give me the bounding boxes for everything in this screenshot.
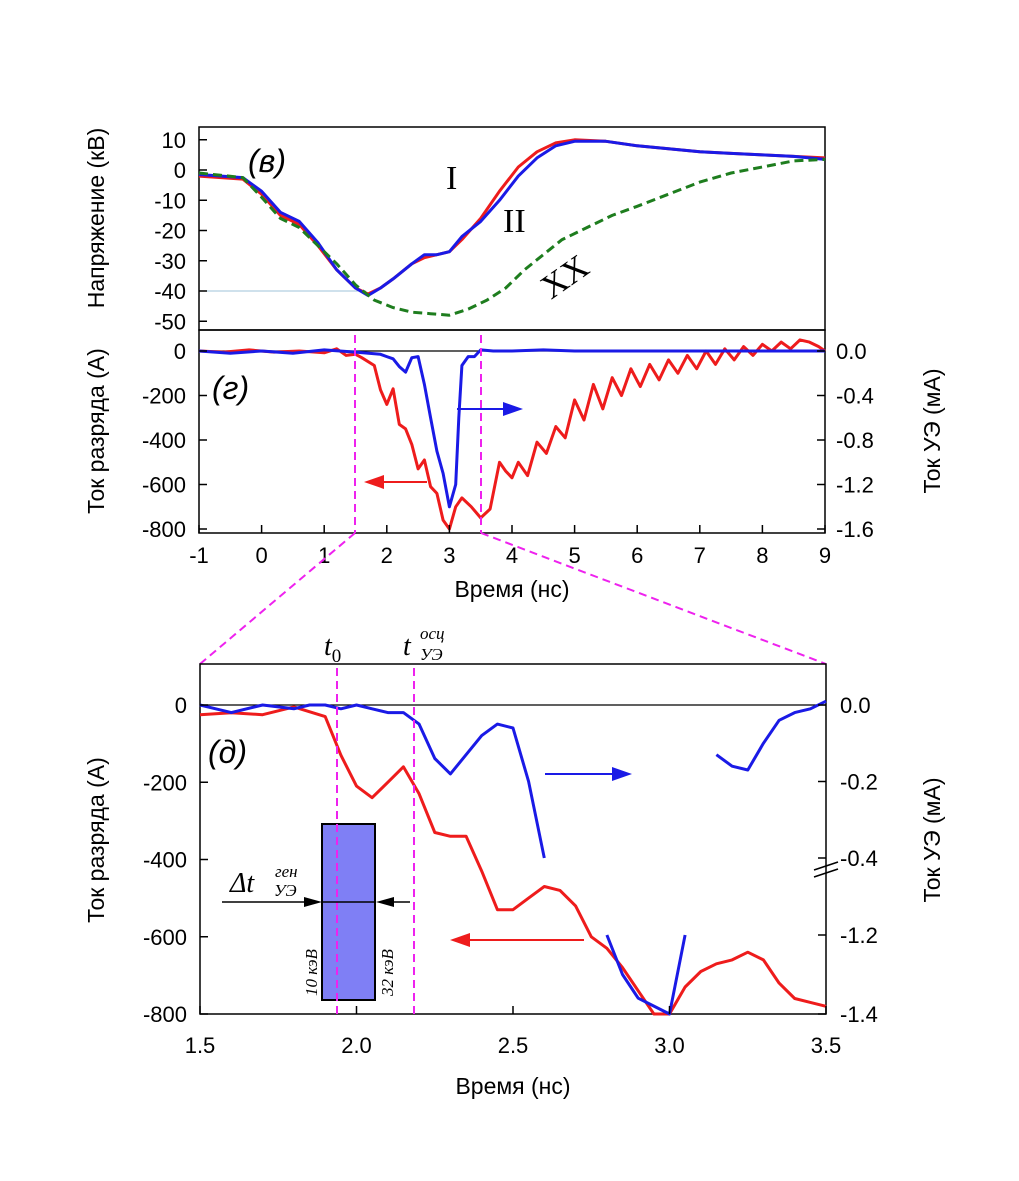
panel-g-ytick-right-label: -1.6 — [836, 517, 874, 542]
panel-g-xtick-label: 6 — [631, 543, 643, 568]
panel-g: 0 -200 -400 -600 -800 0.0 -0.4 -0.8 -1.2 -1.6 -1… — [83, 329, 945, 602]
panel-v-ytick-label: -40 — [154, 279, 186, 304]
series-XX-label: XX — [534, 248, 595, 306]
series-II-label: II — [503, 203, 526, 240]
blue-arrow-right — [457, 402, 523, 416]
tosc-sub: УЭ — [420, 645, 443, 664]
panel-v-ytick-label: 10 — [162, 128, 186, 153]
panel-g-xtick-label: 4 — [506, 543, 518, 568]
panel-d-ytick-label: -200 — [143, 770, 187, 795]
panel-d-ytick-label: -600 — [143, 925, 187, 950]
panel-d-ylabel: Ток разряда (А) — [83, 757, 109, 923]
panel-g-y-ticks: 0 -200 -400 -600 -800 — [142, 339, 207, 542]
dt-label: Δt — [229, 868, 255, 899]
dt-sub: УЭ — [274, 881, 297, 900]
panel-g-label: (г) — [212, 370, 249, 406]
panel-v-ylabel: Напряжение (кВ) — [83, 128, 109, 308]
generation-window-bar — [321, 823, 376, 1001]
panel-d-xlabel: Время (нс) — [455, 1073, 570, 1099]
panel-g-ylabel: Ток разряда (А) — [83, 348, 109, 514]
series-XX-line — [198, 157, 826, 317]
zoom-connector-right — [480, 532, 827, 665]
panel-g-blue-line — [198, 348, 825, 509]
panel-d-label: (д) — [208, 734, 247, 770]
panel-g-ytick-right-label: -1.2 — [836, 473, 874, 498]
panel-g-red-line — [198, 338, 826, 531]
panel-d: 10 кэВ 32 кэВ 0 -200 -400 -600 -800 0.0 -0.2 -… — [83, 624, 945, 1099]
panel-d-ytick-right-label: -1.2 — [840, 923, 878, 948]
panel-g-series — [198, 338, 826, 531]
panel-d-blue-line — [605, 934, 687, 1016]
series-I-label: I — [446, 160, 457, 197]
kev-high-label: 32 кэВ — [378, 949, 397, 997]
panel-d-red-line — [199, 705, 827, 1016]
zoom-connector-left — [199, 532, 356, 665]
panel-g-x-ticks: -1 0 1 2 3 4 5 6 7 8 9 — [189, 525, 831, 568]
panel-v-series — [198, 138, 826, 317]
panel-g-ytick-right-label: 0.0 — [836, 339, 867, 364]
panel-g-xtick-label: 1 — [318, 543, 330, 568]
panel-d-xtick-label: 2.5 — [498, 1033, 529, 1058]
tosc-label: t — [403, 631, 412, 662]
panel-v-label: (в) — [248, 143, 286, 179]
panel-d-frame — [199, 663, 827, 1015]
panel-g-xtick-label: 0 — [255, 543, 267, 568]
red-arrow-left-d — [450, 933, 584, 947]
panel-g-ytick-label: 0 — [174, 339, 186, 364]
panel-d-ylabel-right: Ток УЭ (мА) — [919, 778, 945, 903]
panel-d-x-ticks: 1.5 2.0 2.5 3.0 3.5 — [185, 1006, 842, 1058]
panel-v-ytick-label: 0 — [174, 158, 186, 183]
panel-v-y-ticks: 10 0 -10 -20 -30 -40 -50 — [154, 128, 207, 334]
panel-g-ytick-label: -400 — [142, 428, 186, 453]
panel-g-ytick-label: -600 — [142, 473, 186, 498]
kev-low-label: 10 кэВ — [302, 949, 321, 996]
panel-d-blue-line — [199, 703, 546, 859]
panel-g-ytick-right-label: -0.4 — [836, 384, 874, 409]
panel-d-ytick-label: -400 — [143, 848, 187, 873]
t0-label: t0 — [324, 631, 341, 667]
panel-g-frame — [198, 329, 826, 534]
tosc-sup: осц — [420, 624, 445, 643]
panel-d-ytick-label: 0 — [175, 693, 187, 718]
panel-d-series — [199, 699, 827, 1016]
panel-v-ytick-label: -20 — [154, 219, 186, 244]
dt-arrow-right — [376, 897, 410, 907]
panel-g-ytick-label: -200 — [142, 384, 186, 409]
panel-g-xtick-label: 2 — [381, 543, 393, 568]
axis-break-marks — [813, 861, 839, 878]
dt-sup: ген — [275, 862, 298, 881]
panel-g-ytick-label: -800 — [142, 517, 186, 542]
panel-g-xtick-label: 8 — [756, 543, 768, 568]
dt-arrow-left — [222, 897, 322, 907]
panel-g-ytick-right-label: -0.8 — [836, 428, 874, 453]
panel-g-xlabel: Время (нс) — [454, 576, 569, 602]
panel-v: 10 0 -10 -20 -30 -40 -50 (в) I II XX Напряжени… — [83, 126, 826, 334]
panel-g-xtick-label: 9 — [819, 543, 831, 568]
panel-d-y-ticks-right: 0.0 -0.2 -0.4 -1.2 -1.4 — [818, 693, 878, 1027]
panel-d-ytick-label: -800 — [143, 1002, 187, 1027]
panel-v-ytick-label: -30 — [154, 249, 186, 274]
panel-d-blue-line — [715, 699, 827, 772]
panel-d-ytick-right-label: -0.4 — [840, 846, 878, 871]
panel-g-xtick-label: -1 — [189, 543, 209, 568]
panel-d-ytick-right-label: 0.0 — [840, 693, 871, 718]
panel-v-ytick-label: -50 — [154, 309, 186, 334]
blue-arrow-right-d — [545, 767, 632, 781]
panel-d-xtick-label: 3.0 — [654, 1033, 685, 1058]
panel-d-xtick-label: 2.0 — [341, 1033, 372, 1058]
panel-v-ytick-label: -10 — [154, 188, 186, 213]
panel-d-y-ticks: 0 -200 -400 -600 -800 — [143, 693, 208, 1027]
panel-d-ytick-right-label: -1.4 — [840, 1002, 878, 1027]
panel-d-xtick-label: 3.5 — [811, 1033, 842, 1058]
panel-d-ytick-right-label: -0.2 — [840, 770, 878, 795]
panel-d-xtick-label: 1.5 — [185, 1033, 216, 1058]
panel-g-xtick-label: 5 — [568, 543, 580, 568]
panel-g-xtick-label: 7 — [694, 543, 706, 568]
panel-g-y-ticks-right: 0.0 -0.4 -0.8 -1.2 -1.6 — [817, 339, 874, 542]
red-arrow-left — [364, 475, 427, 489]
series-II-line — [198, 139, 826, 297]
panel-g-ylabel-right: Ток УЭ (мА) — [919, 369, 945, 494]
panel-g-xtick-label: 3 — [443, 543, 455, 568]
